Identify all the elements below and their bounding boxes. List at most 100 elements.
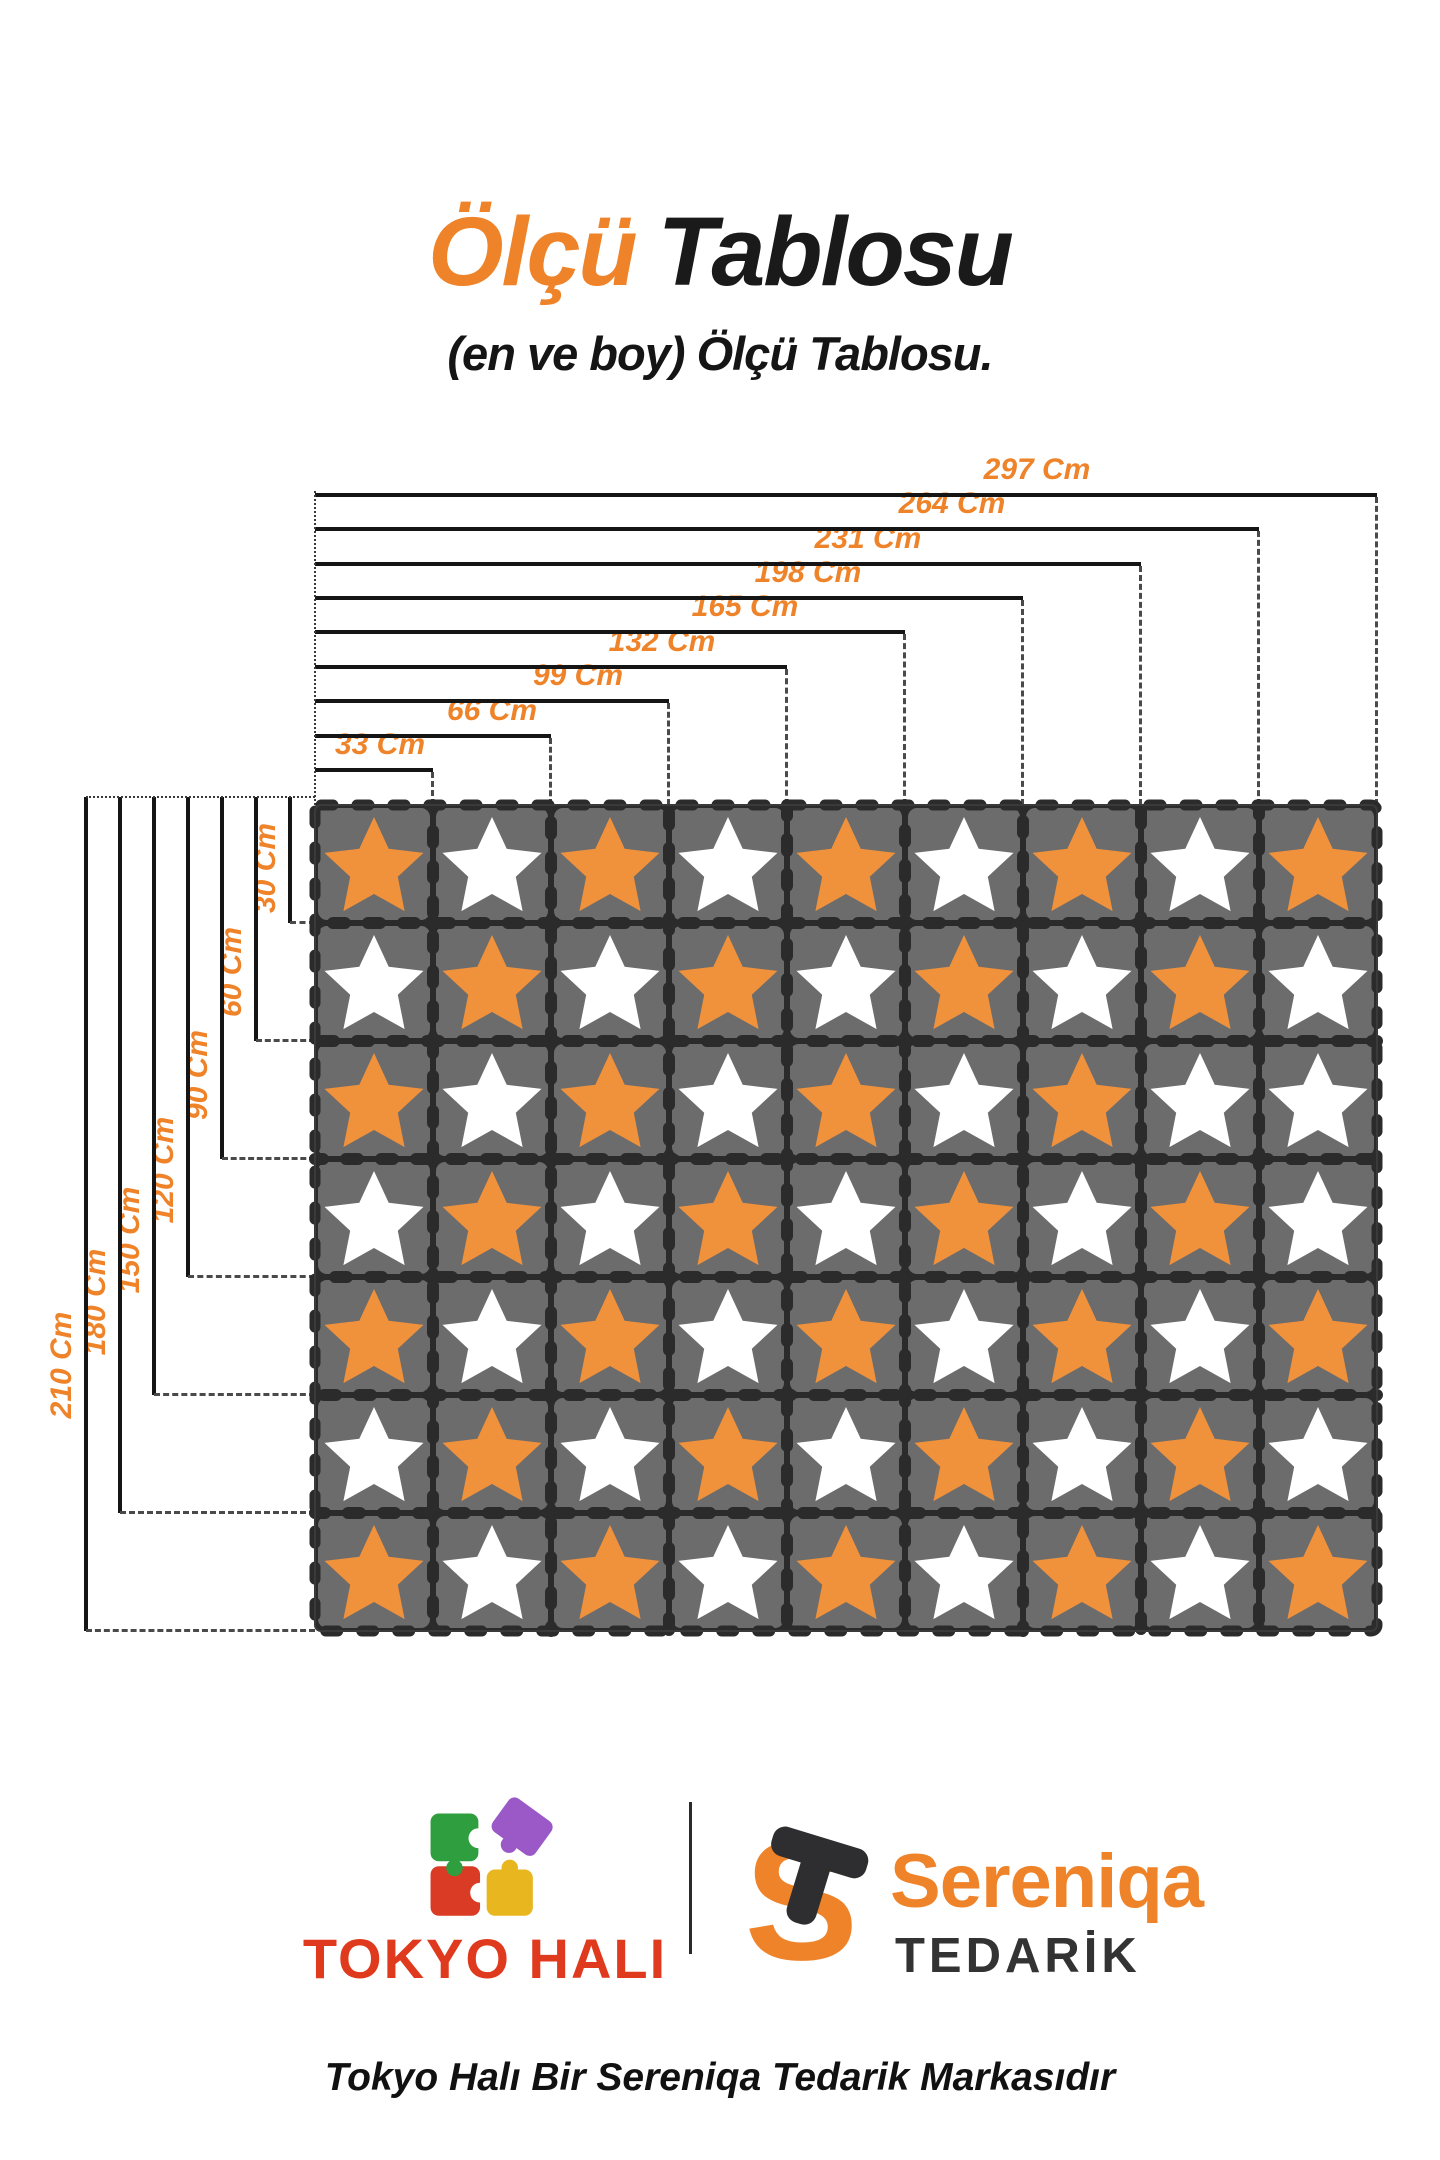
orange-star-tile (442, 935, 542, 1030)
white-star-tile (1032, 1407, 1132, 1502)
white-star-tile (442, 1289, 542, 1384)
width-dimension-line (315, 630, 905, 635)
height-dimension-line (254, 797, 258, 1041)
footer-note: Tokyo Halı Bir Sereniqa Tedarik Markasıd… (324, 2056, 1116, 2099)
brand-row: TOKYO HALI S Sereniqa TEDARİK (0, 1780, 1440, 2000)
white-star-tile (442, 1525, 542, 1620)
height-dimension-guide (120, 1511, 315, 1514)
width-dimension-label: 165 Cm (691, 590, 799, 624)
orange-star-tile (678, 1407, 778, 1502)
white-star-tile (1032, 1171, 1132, 1266)
yellow-puzzle-piece (486, 1869, 533, 1916)
white-star-tile (1268, 1053, 1368, 1148)
orange-star-tile (560, 1525, 660, 1620)
brand-divider (689, 1802, 692, 1954)
orange-star-tile (324, 1053, 424, 1148)
orange-star-tile (796, 1289, 896, 1384)
page-title-rest: Tablosu (657, 197, 1014, 306)
white-star-tile (1150, 1525, 1250, 1620)
white-star-tile (1150, 1289, 1250, 1384)
width-dimension-guide (667, 703, 670, 805)
width-dimension-line (315, 492, 1377, 497)
white-star-tile (914, 817, 1014, 912)
sereniqa-t-mark (771, 1826, 869, 1925)
width-dimension-label: 231 Cm (814, 521, 922, 555)
orange-star-tile (1268, 1525, 1368, 1620)
orange-star-tile (1032, 1289, 1132, 1384)
mat-left-guide-line (314, 491, 316, 805)
white-star-tile (678, 1289, 778, 1384)
width-dimension-guide (903, 634, 906, 805)
width-dimension-line (315, 768, 433, 772)
width-dimension-label: 33 Cm (334, 728, 426, 761)
orange-star-tile (1150, 1171, 1250, 1266)
width-dimension-label: 198 Cm (754, 556, 862, 589)
red-puzzle-piece (430, 1866, 481, 1916)
orange-star-tile (1032, 817, 1132, 912)
height-dimension-guide (154, 1393, 315, 1396)
white-star-tile (1268, 1407, 1368, 1502)
white-star-tile (678, 817, 778, 912)
white-star-tile (796, 935, 896, 1030)
white-star-tile (678, 1053, 778, 1148)
height-dimension-line (118, 797, 122, 1513)
width-dimension-guide (1375, 496, 1378, 805)
orange-star-tile (560, 817, 660, 912)
orange-star-tile (560, 1289, 660, 1384)
green-puzzle-piece (430, 1813, 479, 1862)
tedarik-wordmark: TEDARİK (895, 1929, 1141, 1983)
puzzle-pieces-logo-icon (430, 1797, 553, 1916)
white-star-tile (914, 1525, 1014, 1620)
width-dimension-guide (785, 668, 788, 805)
width-dimension-line (315, 596, 1023, 600)
white-star-tile (796, 1407, 896, 1502)
white-star-tile (560, 1171, 660, 1266)
white-star-tile (324, 1171, 424, 1266)
white-star-tile (1268, 935, 1368, 1030)
height-dimension-guide (222, 1157, 315, 1160)
orange-star-tile (324, 1289, 424, 1384)
sereniqa-wordmark: Sereniqa (890, 1839, 1204, 1924)
tokyo-hali-wordmark: TOKYO HALI (302, 1927, 668, 1990)
height-dimension-guide (86, 1629, 315, 1632)
sereniqa-s-icon: S (744, 1808, 869, 1986)
orange-star-tile (324, 817, 424, 912)
white-star-tile (1268, 1171, 1368, 1266)
white-star-tile (324, 1407, 424, 1502)
mat-top-guide-line (86, 796, 315, 798)
orange-star-tile (914, 1171, 1014, 1266)
white-star-tile (678, 1525, 778, 1620)
orange-star-tile (1268, 817, 1368, 912)
page-subtitle: (en ve boy) Ölçü Tablosu. (447, 327, 993, 380)
orange-star-tile (678, 1171, 778, 1266)
width-dimension-guide (1139, 565, 1142, 805)
page-title: Ölçü Tablosu (0, 196, 1440, 308)
width-dimension-label: 264 Cm (898, 487, 1006, 521)
orange-star-tile (914, 935, 1014, 1030)
orange-star-tile (1032, 1525, 1132, 1620)
width-dimension-label: 132 Cm (608, 624, 716, 658)
width-dimension-line (315, 664, 787, 669)
height-dimension-line (152, 797, 156, 1395)
white-star-tile (1150, 817, 1250, 912)
width-dimension-label: 297 Cm (983, 452, 1091, 486)
white-star-tile (442, 817, 542, 912)
page-title-accent: Ölçü (428, 197, 638, 306)
height-dimension-guide (188, 1275, 315, 1278)
white-star-tile (1150, 1053, 1250, 1148)
orange-star-tile (560, 1053, 660, 1148)
width-dimension-label: 99 Cm (532, 659, 624, 693)
width-dimension-line (315, 699, 669, 704)
height-dimension-guide (290, 921, 315, 924)
orange-star-tile (796, 1053, 896, 1148)
width-dimension-line (315, 733, 551, 738)
white-star-tile (914, 1289, 1014, 1384)
height-dimension-line (220, 797, 224, 1159)
height-dimension-label: 210 Cm (45, 1311, 78, 1419)
orange-star-tile (1032, 1053, 1132, 1148)
orange-star-tile (442, 1171, 542, 1266)
width-dimension-label: 66 Cm (446, 693, 538, 727)
white-star-tile (914, 1053, 1014, 1148)
orange-star-tile (442, 1407, 542, 1502)
